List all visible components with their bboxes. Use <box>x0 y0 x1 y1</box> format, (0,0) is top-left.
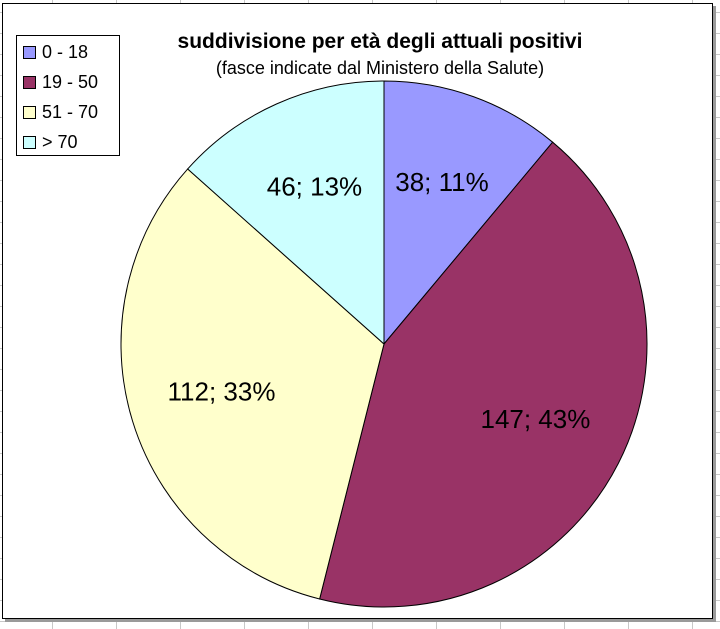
legend-label: 51 - 70 <box>42 101 99 122</box>
legend-label: > 70 <box>42 131 78 152</box>
chart-title: suddivisione per età degli attuali posit… <box>177 30 583 53</box>
chart-subtitle: (fasce indicate dal Ministero della Salu… <box>215 58 545 78</box>
legend: 0 - 18 19 - 50 51 - 70 > 70 <box>16 35 120 156</box>
pie-slice <box>186 80 385 346</box>
legend-item: 51 - 70 <box>23 102 98 122</box>
legend-swatch <box>23 135 36 149</box>
data-label: 46; 13% <box>267 172 362 202</box>
legend-swatch <box>23 75 36 89</box>
legend-label: 19 - 50 <box>42 71 99 92</box>
legend-label: 0 - 18 <box>42 41 89 62</box>
legend-swatch <box>23 105 36 119</box>
pie-slice <box>383 80 554 346</box>
data-label: 112; 33% <box>168 377 276 407</box>
legend-item: 0 - 18 <box>23 42 88 62</box>
pie-slice <box>319 141 648 608</box>
data-label: 38; 11% <box>395 167 488 197</box>
legend-swatch <box>23 45 36 59</box>
legend-item: > 70 <box>23 132 78 152</box>
pie-slice <box>120 168 385 600</box>
data-label: 147; 43% <box>480 404 590 434</box>
legend-item: 19 - 50 <box>23 72 98 92</box>
